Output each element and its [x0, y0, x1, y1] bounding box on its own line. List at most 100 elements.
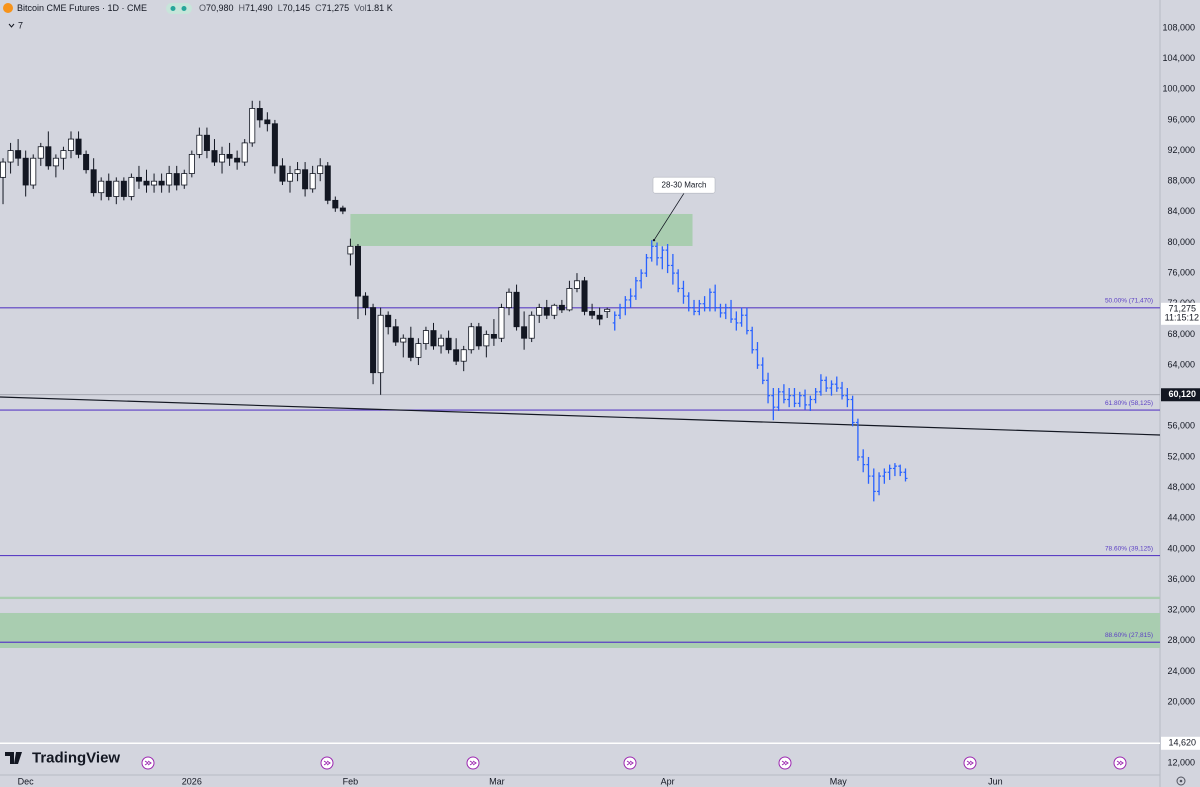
brand-logo: TradingView: [5, 749, 120, 766]
candle-body: [158, 180, 165, 186]
candle-body: [166, 173, 173, 186]
candle-body: [45, 146, 52, 167]
zone: [0, 596, 1160, 600]
price-label: 14,620: [1168, 738, 1196, 748]
candle-body: [521, 326, 528, 339]
candle-body: [22, 157, 29, 186]
candle-body: [309, 173, 316, 190]
x-tick-label: Feb: [343, 776, 359, 786]
legend-value: 71,275: [322, 3, 350, 13]
jump-arrow[interactable]: [626, 760, 634, 766]
candle-body: [249, 108, 256, 144]
annotation-anchor: [652, 238, 656, 242]
candle-body: [513, 291, 520, 328]
candle-body: [203, 134, 210, 151]
candle-body: [536, 307, 543, 316]
jump-arrow[interactable]: [781, 760, 789, 766]
candle-body: [566, 288, 573, 311]
candle-body: [98, 180, 105, 194]
candle-body: [475, 326, 482, 347]
candle-body: [234, 157, 241, 163]
candle-body: [286, 173, 293, 182]
settings-ring[interactable]: [1176, 776, 1186, 786]
candle-body: [422, 330, 429, 344]
candle-body: [173, 173, 180, 186]
jump-arrow[interactable]: [966, 760, 974, 766]
price-label-box: [1161, 388, 1200, 402]
candle-body: [347, 245, 354, 255]
candle-body: [528, 314, 535, 339]
candle-body: [226, 153, 233, 159]
candle-body: [460, 349, 467, 362]
y-tick-label: 84,000: [1167, 206, 1195, 216]
candle-body: [67, 138, 74, 151]
y-tick-label: 76,000: [1167, 267, 1195, 277]
candle-body: [407, 337, 414, 358]
candle-body: [332, 199, 339, 209]
candle-body: [483, 333, 490, 347]
candle-body: [506, 291, 513, 308]
candle-body: [271, 123, 278, 167]
settings-center[interactable]: [1179, 779, 1183, 783]
y-tick-label: 80,000: [1167, 237, 1195, 247]
candle-body: [30, 157, 37, 186]
candle-body: [181, 173, 188, 186]
x-tick-label: Dec: [18, 776, 35, 786]
status-dot: [181, 6, 187, 11]
collapse-chevron[interactable]: [8, 23, 15, 28]
zone: [350, 213, 693, 247]
candle-body: [105, 180, 112, 197]
candle-body: [264, 119, 271, 125]
candle-body: [120, 180, 127, 197]
fib-label: 50.00% (71,470): [1105, 298, 1153, 305]
candle-body: [589, 311, 596, 316]
annotation-box: [652, 176, 716, 194]
jump-arrow[interactable]: [469, 760, 477, 766]
candle-body: [370, 307, 377, 374]
x-tick-label: Jun: [988, 776, 1003, 786]
y-tick-label: 40,000: [1167, 543, 1195, 553]
candle-body: [445, 337, 452, 351]
indicator-count[interactable]: 7: [18, 20, 23, 30]
settings-icon[interactable]: [1176, 776, 1186, 786]
candle-body: [211, 150, 218, 163]
jump-arrow[interactable]: [144, 760, 152, 766]
legend-key: L: [278, 3, 283, 13]
status-dot: [170, 6, 176, 11]
candle-body: [604, 308, 611, 312]
candle-body: [0, 161, 7, 178]
y-tick-label: 52,000: [1167, 451, 1195, 461]
y-tick-label: 28,000: [1167, 635, 1195, 645]
plot-area: 50.00% (71,470) 61.80% (58,125) 78.60% (39…: [0, 100, 1160, 745]
y-tick-label: 96,000: [1167, 114, 1195, 124]
candle-body: [52, 157, 59, 167]
candle-body: [7, 150, 14, 163]
price-label-box: [1161, 302, 1200, 325]
trendline: [0, 396, 1160, 436]
candle-body: [551, 304, 558, 316]
candle-body: [392, 326, 399, 343]
fib-label: 61.80% (58,125): [1105, 400, 1153, 407]
y-tick-label: 92,000: [1167, 145, 1195, 155]
jump-arrow[interactable]: [323, 760, 331, 766]
y-tick-label: 44,000: [1167, 513, 1195, 523]
price-label-box: [1161, 736, 1200, 750]
candle-body: [15, 150, 22, 159]
legend-key: H: [239, 3, 246, 13]
candle-body: [596, 314, 603, 320]
candle-body: [558, 304, 565, 311]
candle-body: [60, 150, 67, 159]
candle-body: [385, 314, 392, 328]
x-tick-label: 2026: [182, 776, 202, 786]
y-tick-label: 32,000: [1167, 605, 1195, 615]
legend-key: O: [199, 3, 206, 13]
x-tick-label: May: [830, 776, 848, 786]
ohlc-legend: O 70,980 H 71,490 L 70,145 C 71,275 Vol 1.81 K: [199, 3, 393, 13]
candle-body: [151, 180, 158, 186]
candle-body: [188, 153, 195, 174]
price-countdown: 11:15:12: [1165, 313, 1199, 323]
candle-body: [90, 169, 97, 194]
jump-arrow[interactable]: [1116, 760, 1124, 766]
